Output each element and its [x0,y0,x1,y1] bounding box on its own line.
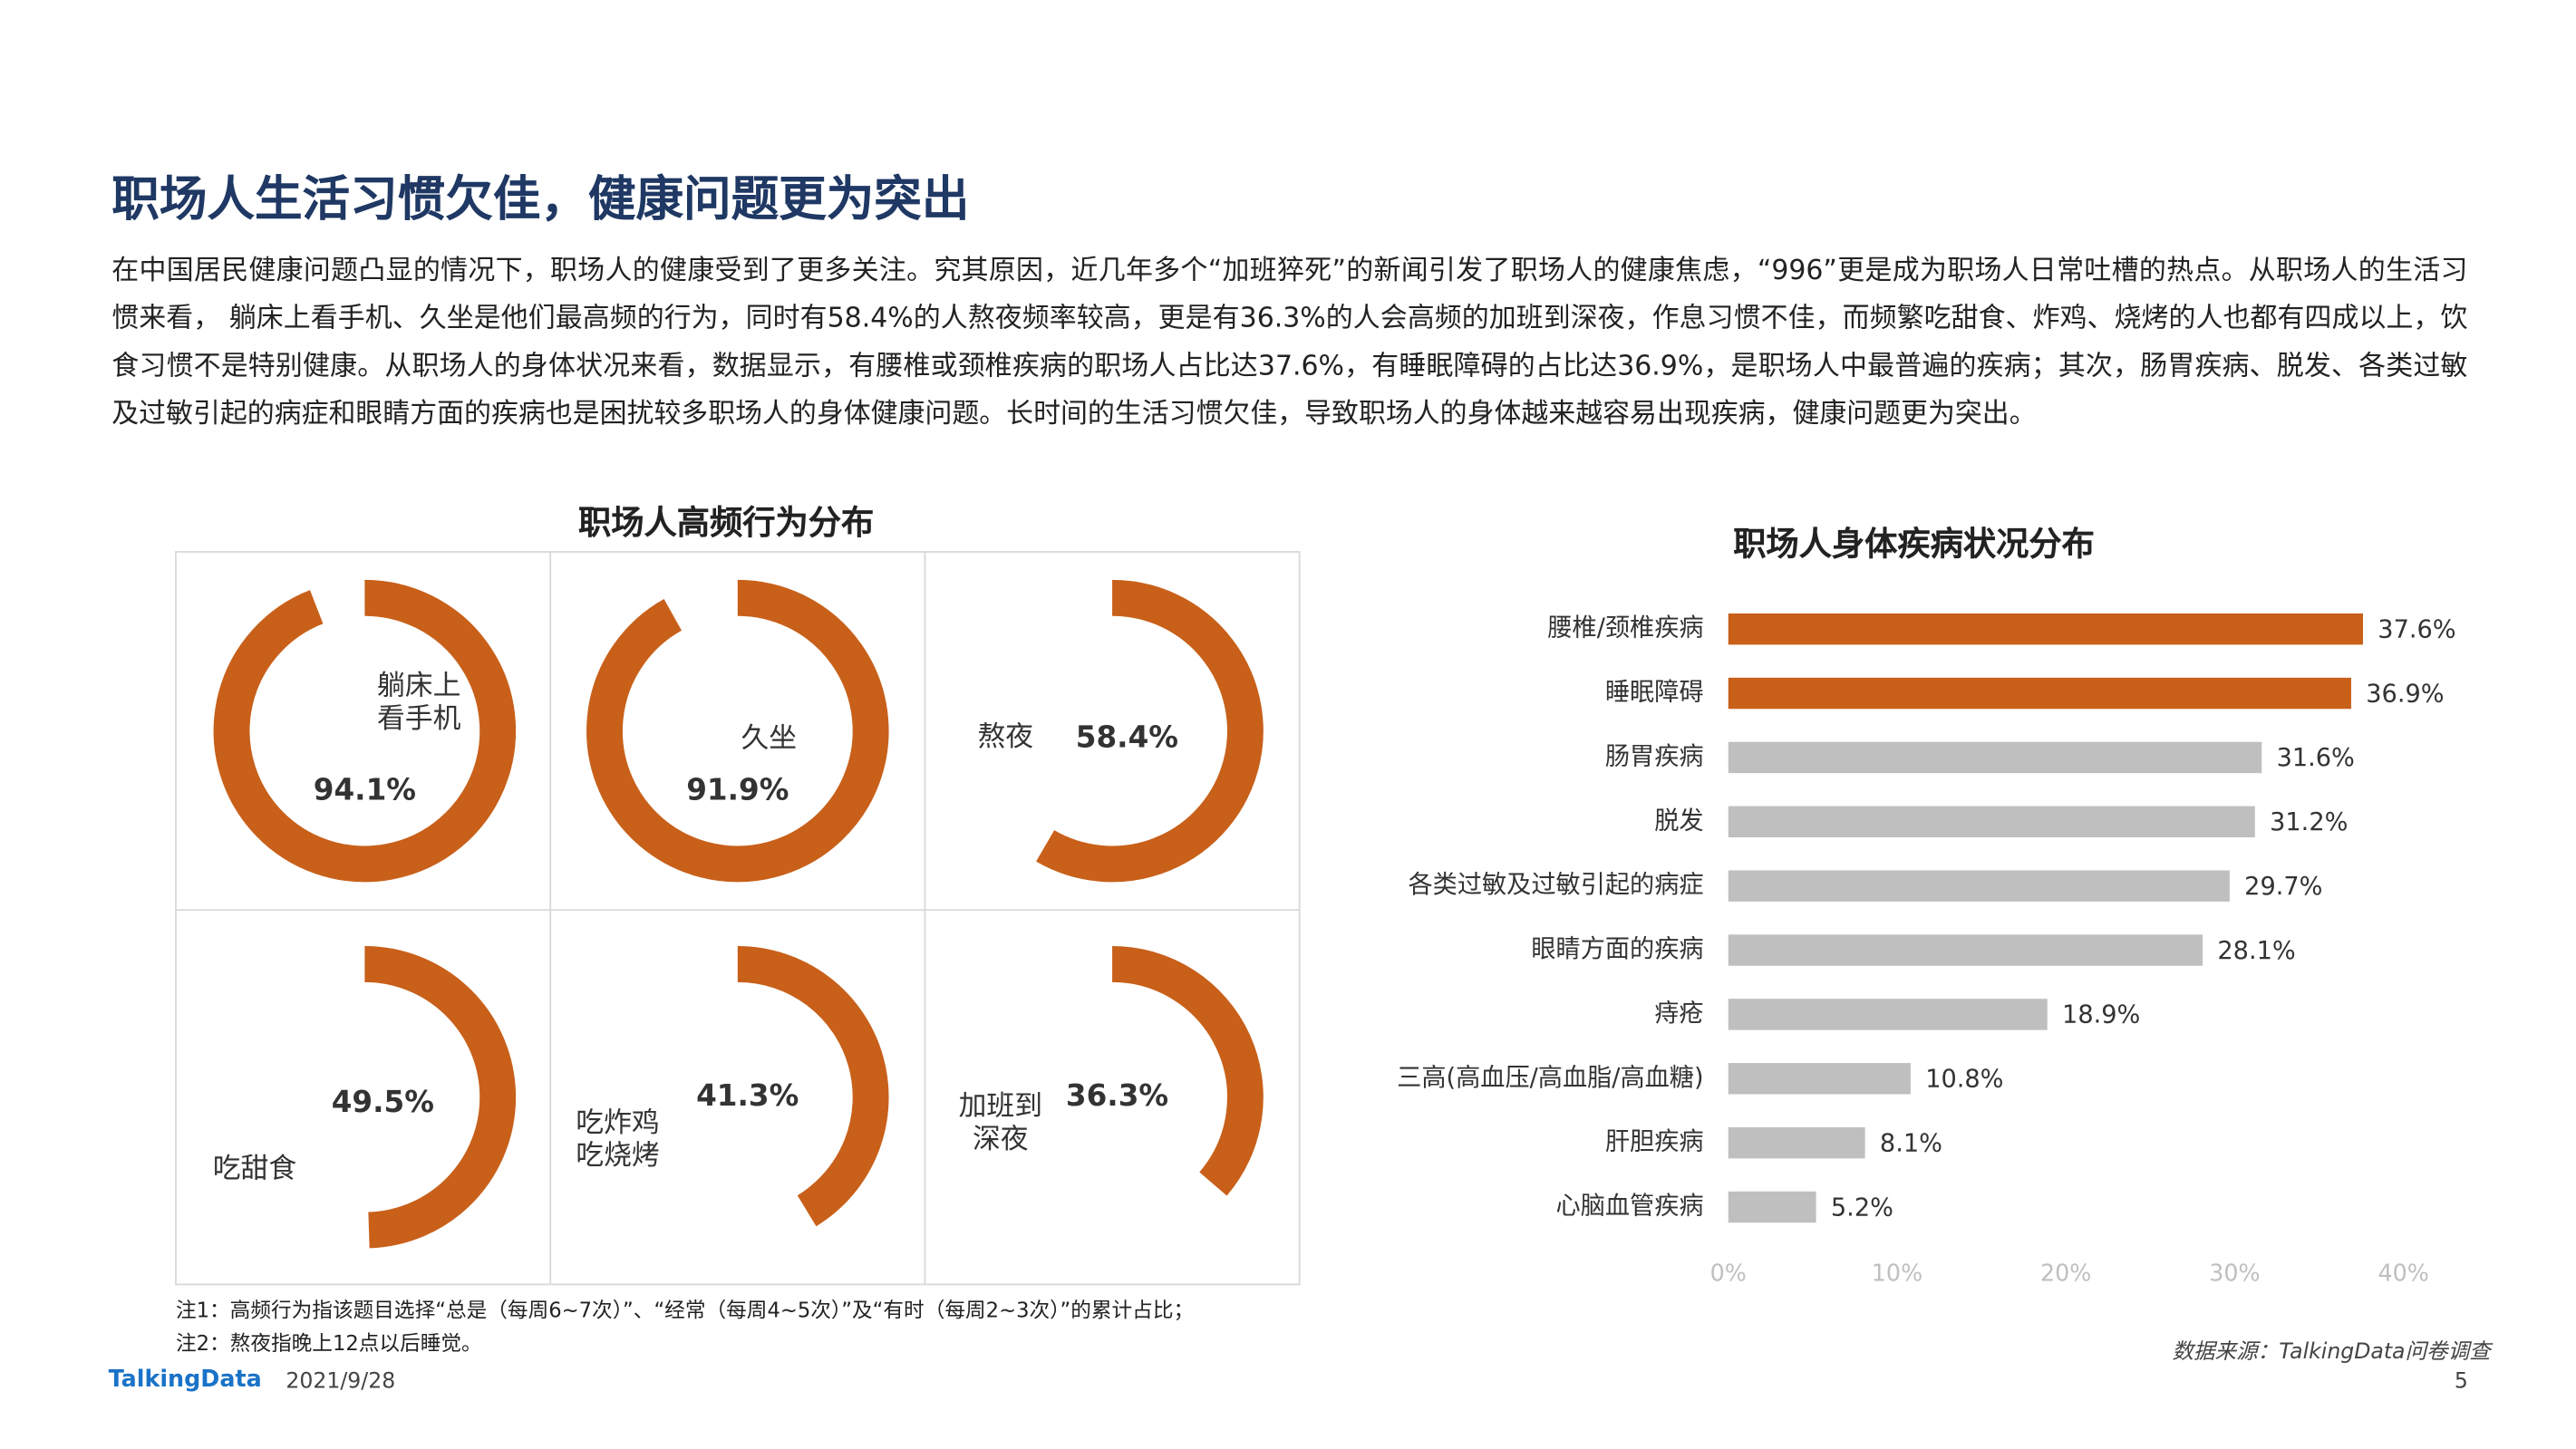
value-label: 18.9% [2062,1001,2140,1029]
y-tick-label: 肝胆疾病 [1605,1128,1704,1156]
note: 注1：高频行为指该题目选择“总是（每周6~7次）”、“经常（每周4~5次）”及“… [175,1297,1195,1323]
donut-label: 熬夜 [977,720,1033,752]
bar [1728,999,2048,1030]
bar [1728,1063,1911,1095]
paragraph: 在中国居民健康问题凸显的情况下，职场人的健康受到了更多关注。究其原因，近几年多个… [111,254,2468,430]
bar [1728,1126,1865,1159]
bar [1728,613,2363,645]
y-tick-label: 肠胃疾病 [1605,742,1704,770]
value-label: 8.1% [1880,1129,1942,1157]
x-tick-label: 20% [2040,1260,2091,1287]
y-tick-label: 眼睛方面的疾病 [1531,935,1703,963]
grid-frame [175,551,1301,1286]
donut-arc [737,946,889,1227]
donut-label: 吃甜食 [213,1152,297,1184]
bar [1728,806,2255,838]
value-label: 5.2% [1831,1193,1893,1222]
donut-label: 吃炸鸡吃烧烤 [576,1106,659,1171]
value-label: 36.9% [2366,680,2444,708]
donut-arc [586,579,889,883]
x-tick-label: 40% [2378,1260,2429,1287]
chart-title: 职场人高频行为分布 [578,502,875,543]
y-tick-label: 睡眠障碍 [1605,679,1704,707]
bar [1728,741,2262,774]
page-number: 5 [2454,1369,2468,1395]
donut-arc [364,946,517,1249]
date: 2021/9/28 [286,1369,396,1395]
bar [1728,870,2230,902]
value-label: 10.8% [1925,1066,2003,1094]
chart-title: 职场人身体疾病状况分布 [1733,524,2095,564]
value-label: 58.4% [1076,720,1178,755]
y-tick-label: 腰椎/颈椎疾病 [1547,614,1703,642]
bar [1728,1191,1816,1223]
value-label: 91.9% [686,773,789,807]
y-tick-label: 痔疮 [1654,1000,1703,1028]
donut-arc [213,579,517,883]
y-tick-label: 心脑血管疾病 [1556,1193,1704,1221]
x-tick-label: 0% [1710,1260,1747,1287]
value-label: 31.2% [2270,808,2348,836]
donut-label: 躺床上看手机 [377,669,461,734]
value-label: 94.1% [314,773,416,807]
value-label: 36.3% [1066,1078,1168,1113]
donut-label: 加班到深夜 [959,1089,1042,1154]
x-tick-label: 10% [1872,1260,1922,1287]
value-label: 49.5% [332,1085,434,1119]
y-tick-label: 各类过敏及过敏引起的病症 [1409,871,1704,899]
donut-label: 久坐 [741,721,797,754]
value-label: 37.6% [2377,616,2455,644]
page-title: 职场人生活习惯欠佳，健康问题更为突出 [111,170,970,227]
note: 注2：熬夜指晚上12点以后睡觉。 [175,1330,482,1356]
donut-arc [1111,946,1264,1196]
value-label: 31.6% [2277,744,2355,772]
value-label: 29.7% [2244,873,2322,901]
source: 数据来源：TalkingData问卷调查 [2172,1340,2491,1366]
x-tick-label: 30% [2209,1260,2260,1287]
bar [1728,934,2203,966]
donut-arc [1036,579,1264,883]
value-label: 28.1% [2217,937,2295,965]
brand: TalkingData [108,1367,262,1393]
value-label: 41.3% [696,1078,799,1113]
y-tick-label: 三高(高血压/高血脂/高血糖) [1397,1064,1703,1092]
bar [1728,677,2351,710]
y-tick-label: 脱发 [1654,807,1703,835]
